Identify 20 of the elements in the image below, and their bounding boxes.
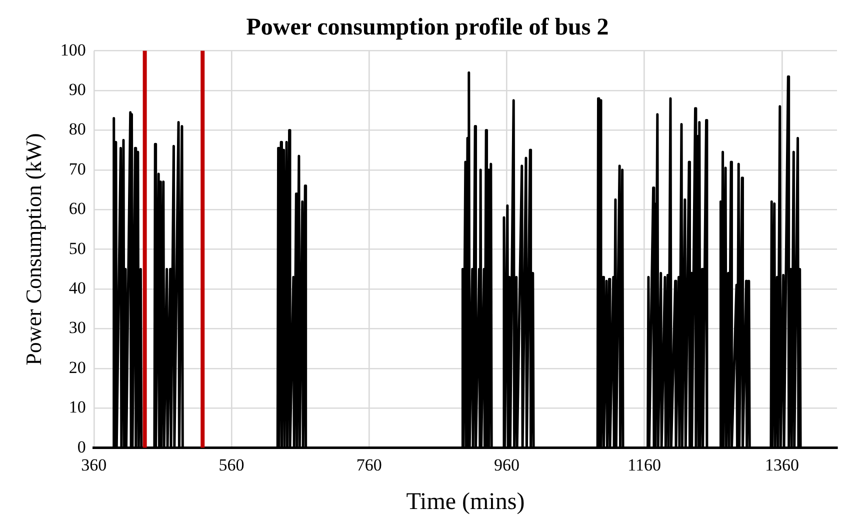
x-tick-label: 960 bbox=[494, 455, 520, 474]
x-tick-label: 1360 bbox=[764, 455, 799, 474]
y-tick-label: 30 bbox=[68, 318, 86, 338]
y-axis-title: Power Consumption (kW) bbox=[20, 133, 46, 366]
y-tick-label: 10 bbox=[68, 398, 86, 417]
chart-title: Power consumption profile of bus 2 bbox=[246, 14, 609, 41]
y-tick-label: 0 bbox=[77, 437, 86, 456]
x-tick-label: 560 bbox=[218, 455, 244, 474]
x-tick-label: 1160 bbox=[628, 455, 662, 474]
y-tick-label: 50 bbox=[68, 238, 86, 258]
x-tick-label: 360 bbox=[81, 455, 107, 474]
x-axis-title: Time (mins) bbox=[406, 488, 525, 515]
y-tick-label: 70 bbox=[68, 159, 86, 178]
x-tick-label: 760 bbox=[356, 455, 382, 474]
y-tick-label: 100 bbox=[60, 40, 86, 60]
y-tick-label: 60 bbox=[68, 199, 86, 218]
y-tick-label: 40 bbox=[68, 278, 86, 298]
y-tick-label: 80 bbox=[68, 120, 86, 139]
y-tick-label: 20 bbox=[68, 358, 86, 377]
y-tick-label: 90 bbox=[68, 80, 86, 99]
